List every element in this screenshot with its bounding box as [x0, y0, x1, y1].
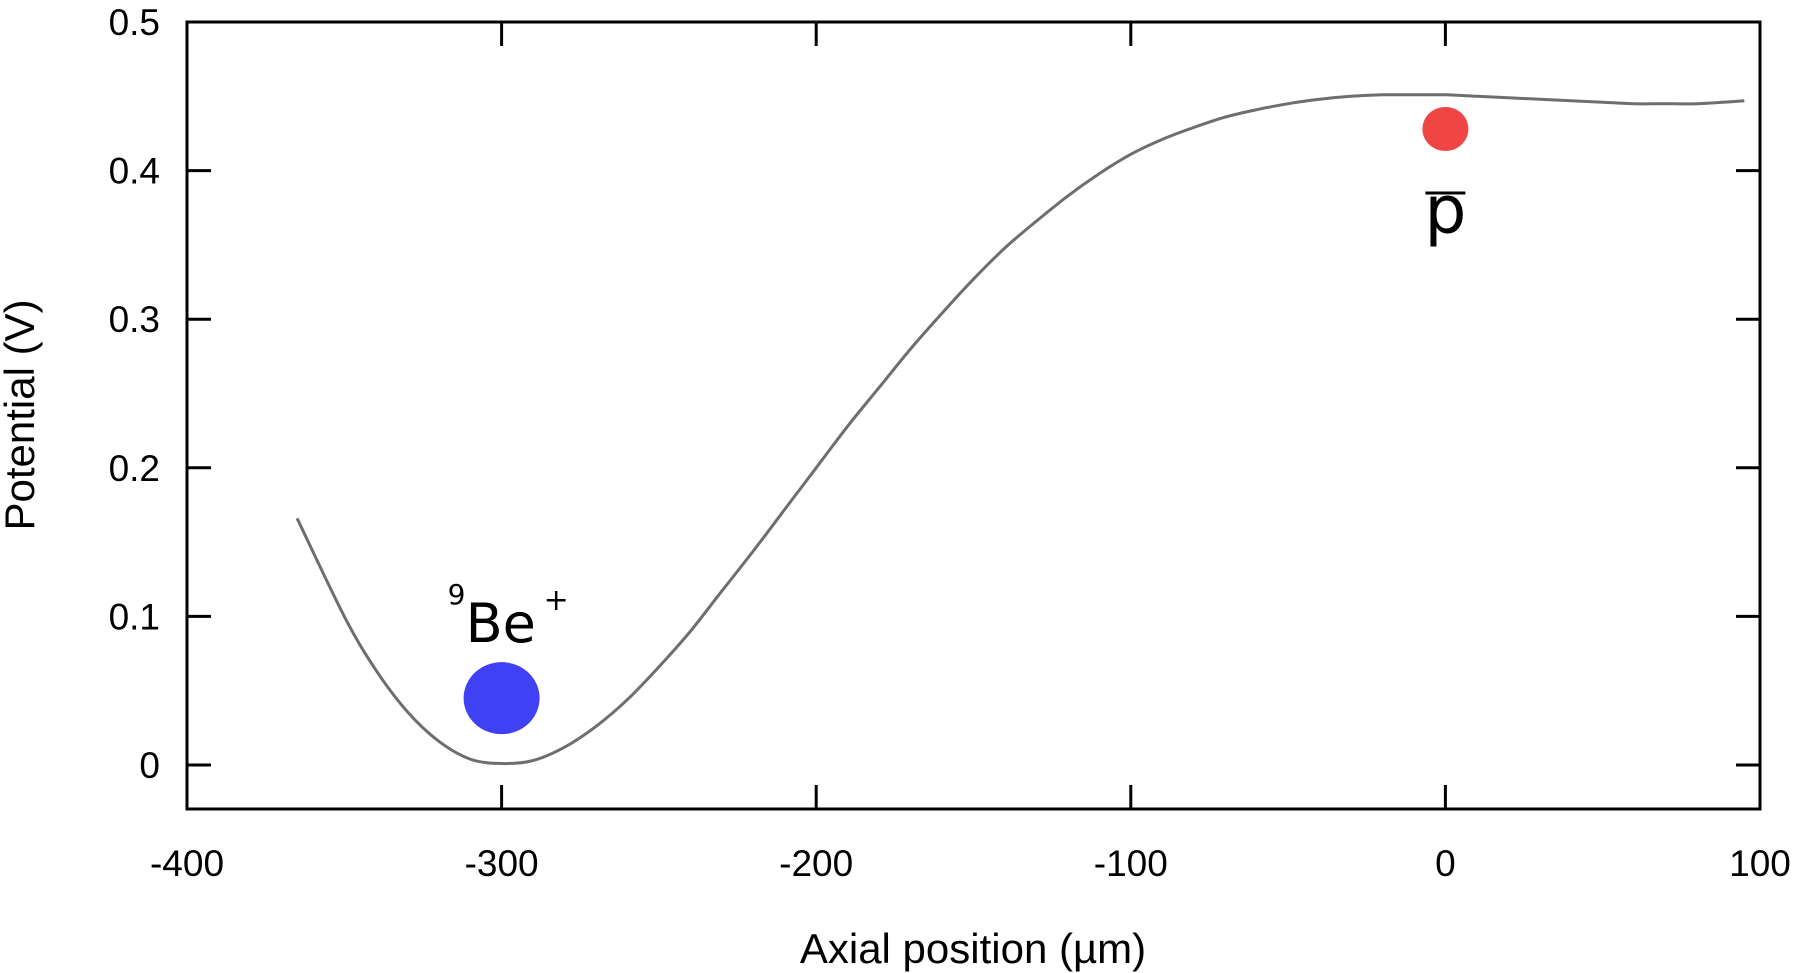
x-tick-label: 0: [1435, 843, 1456, 884]
x-tick-label: 100: [1729, 843, 1791, 884]
particle-markers: 9 Be + p: [448, 106, 1469, 735]
antiproton-marker: [1422, 106, 1469, 151]
x-tick-label: -300: [465, 843, 539, 884]
tick-labels: -400 -300 -200 -100 0 100 0 0.1 0.2 0.3 0.4 0.5: [109, 2, 1791, 884]
y-tick-label: 0.2: [109, 448, 160, 489]
x-tick-label: -400: [150, 843, 224, 884]
be-ion-marker: [463, 662, 540, 735]
be-charge: +: [544, 583, 569, 618]
y-tick-label: 0.1: [109, 596, 160, 637]
x-tick-label: -200: [779, 843, 853, 884]
y-tick-label: 0.3: [109, 299, 160, 340]
potential-curve: [295, 93, 1745, 766]
y-tick-label: 0.4: [109, 151, 160, 192]
antiproton-label: p: [1424, 172, 1466, 249]
axis-ticks: [187, 22, 1760, 809]
be-ion-label: Be: [466, 592, 536, 655]
x-tick-label: -100: [1094, 843, 1168, 884]
y-axis-label: Potential (V): [0, 299, 43, 530]
y-tick-label: 0.5: [109, 2, 160, 43]
plot-frame: [185, 20, 1762, 811]
y-tick-label: 0: [139, 745, 160, 786]
be-mass-number: 9: [448, 578, 466, 611]
x-axis-label: Axial position (µm): [800, 925, 1146, 972]
